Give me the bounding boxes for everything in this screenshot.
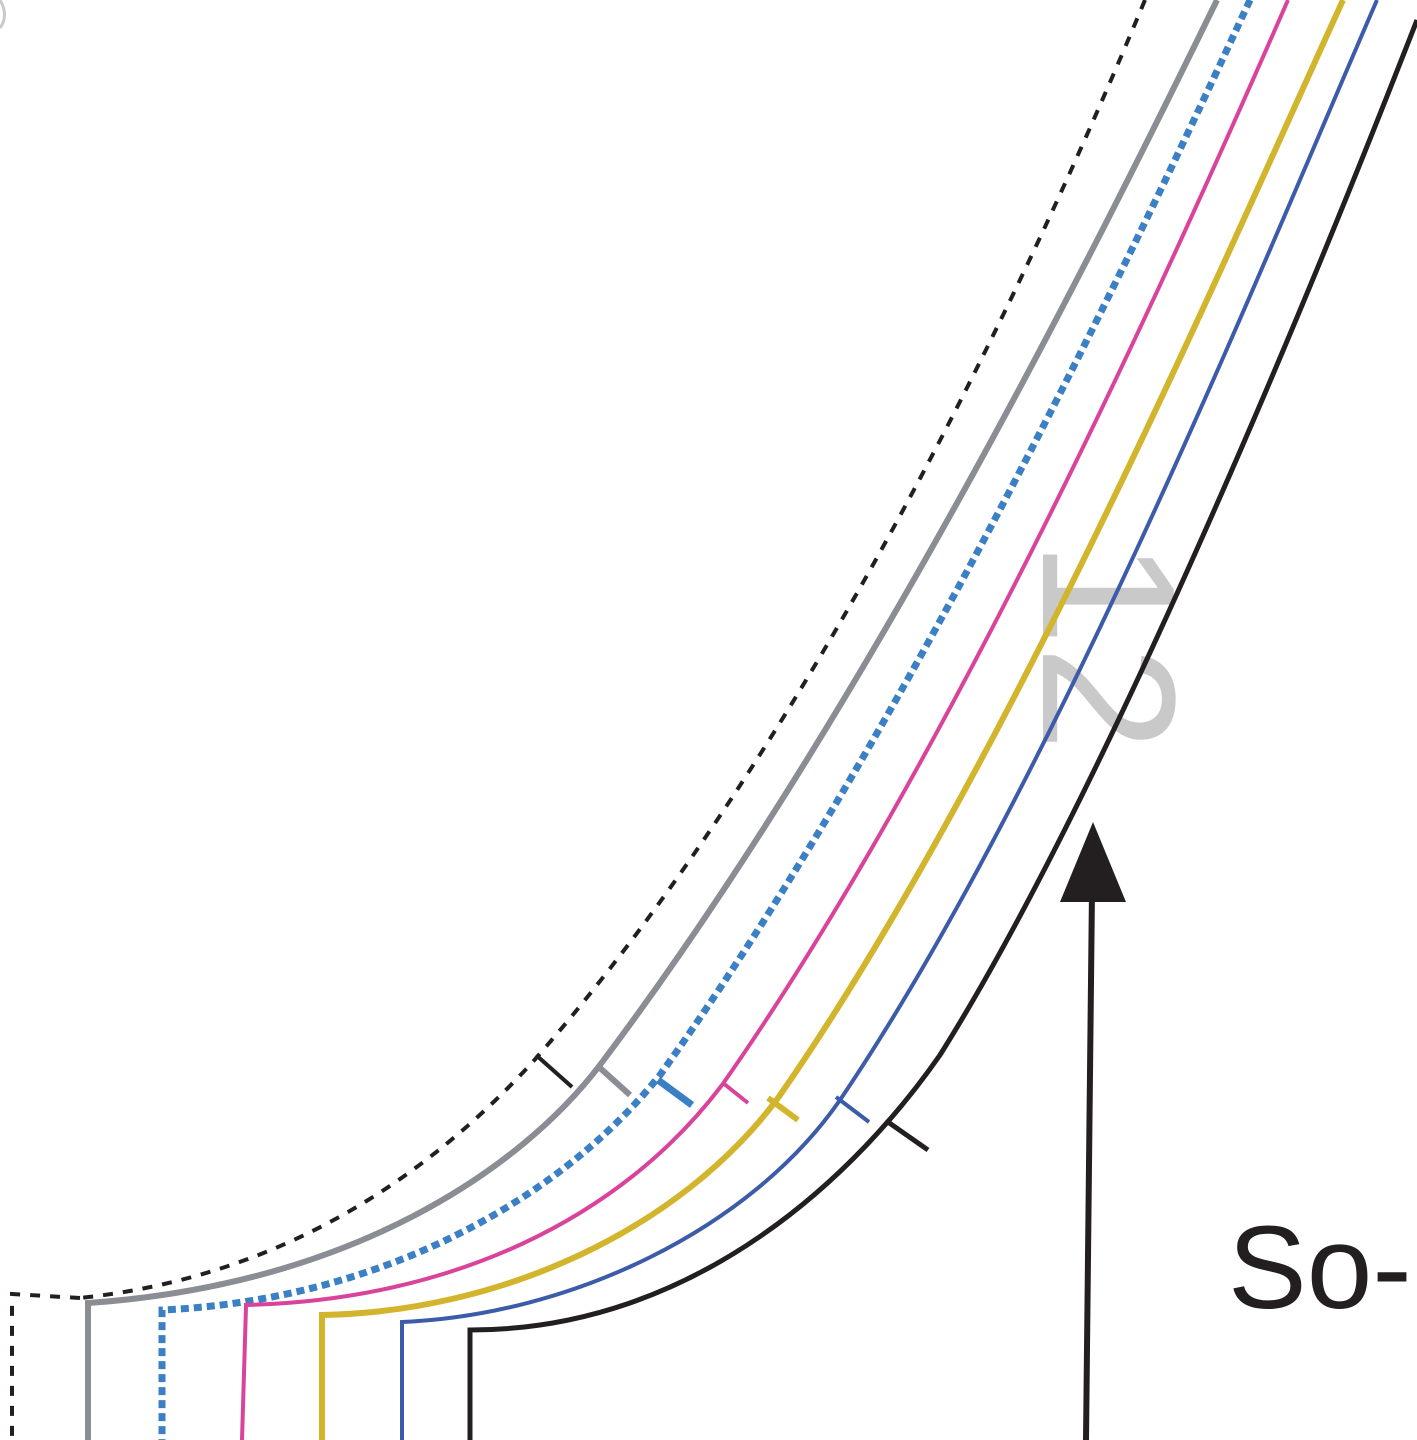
left-edge-mark <box>0 0 6 29</box>
notch-dashed-black <box>534 1053 574 1089</box>
notch-black <box>886 1119 930 1153</box>
notch-pink <box>721 1081 750 1105</box>
cut-label: So- <box>1228 1202 1412 1334</box>
size-line-pink <box>240 0 1290 1440</box>
size-line-dashed-black <box>79 0 1147 1300</box>
grainline-shaft <box>1083 889 1095 1440</box>
notch-blue <box>655 1077 695 1108</box>
size-line-dashed-black-tail <box>10 1291 81 1440</box>
notch-yellow <box>766 1095 800 1123</box>
piece-number-watermark: 12 <box>1002 540 1214 751</box>
size-line-navy <box>400 0 1379 1440</box>
size-line-gray <box>85 0 1220 1440</box>
notch-gray <box>597 1065 633 1098</box>
size-line-blue-dotted <box>158 0 1254 1440</box>
grainline-arrowhead <box>1060 822 1126 902</box>
size-line-black <box>467 19 1417 1440</box>
size-line-yellow <box>319 0 1346 1440</box>
notch-navy <box>834 1095 871 1124</box>
